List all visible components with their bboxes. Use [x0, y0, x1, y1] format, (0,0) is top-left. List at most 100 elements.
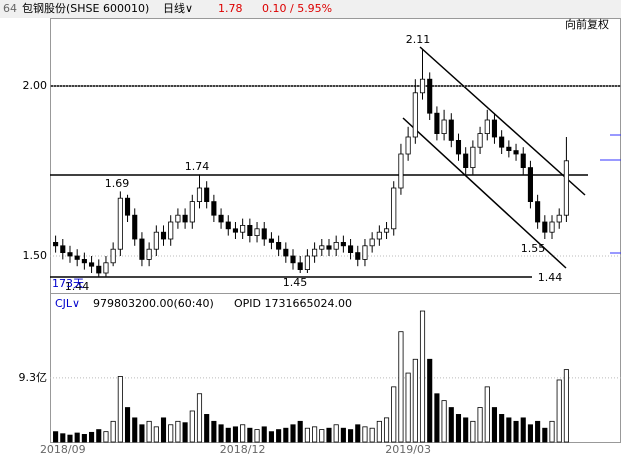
candle-body	[240, 224, 246, 233]
candle-body	[319, 245, 325, 250]
candle-body	[427, 78, 433, 114]
candle-body	[383, 228, 390, 233]
price: 1.78	[218, 2, 243, 15]
candle-body	[448, 119, 454, 141]
volume-bar	[470, 420, 476, 443]
volume-bar	[563, 369, 569, 443]
x-tick-label: 2018/09	[40, 443, 86, 456]
volume-bar	[153, 426, 159, 443]
volume-bar	[326, 427, 332, 443]
volume-bar	[362, 426, 368, 443]
volume-bar	[355, 424, 361, 443]
candle-body	[326, 245, 332, 250]
volume-opid: OPID 1731665024.00	[234, 297, 352, 310]
candle-body	[484, 119, 490, 134]
candle-body	[146, 248, 152, 260]
candle-body	[455, 139, 462, 155]
volume-bar	[53, 431, 59, 443]
volume-bar	[124, 407, 131, 443]
volume-bar	[319, 429, 325, 443]
period[interactable]: 日线∨	[163, 1, 193, 15]
candle-body	[549, 221, 555, 233]
annotation: 1.55	[521, 242, 546, 255]
volume-bar	[340, 427, 346, 443]
candle-body	[463, 153, 469, 169]
annotation: 1.74	[185, 160, 210, 173]
volume-bar	[268, 431, 274, 443]
volume-bar	[160, 417, 167, 443]
candle-body	[225, 221, 231, 230]
volume-bar	[542, 427, 548, 443]
candle-body	[470, 146, 476, 168]
volume-bar	[455, 414, 462, 443]
volume-bar	[218, 424, 224, 443]
candle-body	[520, 153, 526, 169]
volume-bar	[204, 414, 210, 443]
volume-bar	[290, 424, 296, 443]
volume-bar	[441, 400, 447, 443]
volume-bar	[513, 420, 519, 443]
candle-body	[139, 238, 145, 260]
volume-bar	[391, 386, 397, 443]
candle-body	[89, 262, 95, 267]
volume-bar	[304, 427, 310, 443]
volume-bar	[276, 429, 282, 443]
candle-body	[412, 92, 418, 138]
volume-bar	[333, 424, 339, 443]
annotation: 2.11	[406, 33, 431, 46]
candle-body	[117, 197, 123, 250]
volume-bar	[348, 429, 354, 443]
volume-bar	[132, 417, 138, 443]
volume-bar	[419, 310, 426, 443]
candle-body	[182, 214, 188, 223]
candle-body	[53, 241, 59, 247]
candle-body	[391, 187, 397, 230]
volume-bar	[247, 427, 253, 443]
volume-bar	[81, 434, 87, 443]
candle-body	[268, 238, 274, 243]
channel-upper	[419, 46, 586, 196]
volume-bar	[110, 420, 116, 443]
adjust-label[interactable]: 向前复权	[565, 17, 609, 31]
volume-bar	[549, 420, 555, 443]
volume-bar	[89, 431, 95, 443]
y-tick-label: 2.00	[23, 79, 48, 92]
volume-bar	[96, 429, 102, 443]
volume-bar	[427, 358, 433, 443]
volume-bar	[146, 420, 152, 443]
candle-body	[103, 262, 109, 274]
candle-body	[535, 201, 541, 223]
volume-bar	[254, 429, 260, 443]
candle-body	[506, 146, 512, 151]
volume-bar	[491, 407, 498, 443]
volume-bar	[196, 393, 203, 443]
volume-bar	[520, 417, 526, 443]
volume-bar	[312, 426, 318, 443]
candle-body	[297, 262, 303, 270]
candle-body	[247, 224, 253, 236]
x-tick-label: 2018/12	[220, 443, 266, 456]
stock-name: 包钢股份(SHSE 600010)	[22, 2, 149, 15]
candle-body	[434, 112, 440, 134]
candle-body	[542, 221, 548, 233]
volume-bar	[225, 427, 231, 443]
volume-bar	[240, 424, 246, 443]
candle-body	[527, 167, 533, 203]
volume-bar	[405, 372, 411, 443]
candle-body	[232, 228, 239, 233]
volume-bar	[117, 376, 123, 443]
volume-name[interactable]: CJL∨	[55, 297, 80, 310]
candle-body	[513, 150, 519, 155]
volume-bar	[434, 393, 440, 443]
candle-body	[556, 214, 562, 223]
annotation: 1.44	[65, 280, 90, 293]
candle-body	[110, 248, 116, 264]
volume-bar	[297, 420, 303, 443]
candle-body	[81, 258, 87, 264]
volume-bar	[463, 417, 469, 443]
candle-body	[563, 160, 569, 216]
candle-body	[362, 245, 368, 260]
candle-body	[376, 231, 382, 240]
candle-body	[124, 197, 131, 216]
